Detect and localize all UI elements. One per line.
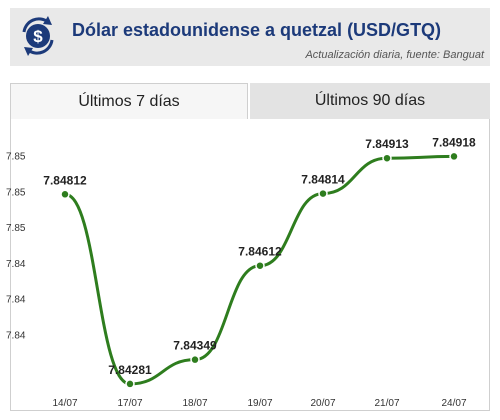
x-tick-label: 19/07 bbox=[247, 398, 272, 409]
data-label: 7.84814 bbox=[301, 173, 345, 187]
data-label: 7.84913 bbox=[365, 137, 409, 151]
page-title: Dólar estadounidense a quetzal (USD/GTQ) bbox=[72, 20, 442, 40]
series-line bbox=[64, 154, 455, 386]
data-label: 7.84812 bbox=[43, 173, 87, 187]
tab-last-7-days[interactable]: Últimos 7 días bbox=[10, 83, 248, 119]
y-tick-label: 7.85 bbox=[6, 152, 26, 163]
data-point bbox=[125, 379, 135, 389]
page-subtitle: Actualización diaria, fuente: Banguat bbox=[305, 49, 484, 61]
header: $ Dólar estadounidense a quetzal (USD/GT… bbox=[10, 8, 490, 66]
data-point bbox=[60, 189, 70, 200]
data-label: 7.84612 bbox=[238, 245, 282, 259]
x-tick-label: 21/07 bbox=[374, 398, 399, 409]
data-point bbox=[318, 188, 328, 199]
y-tick-label: 7.85 bbox=[6, 223, 26, 234]
data-point bbox=[449, 151, 459, 162]
x-tick-label: 17/07 bbox=[117, 398, 142, 409]
data-point bbox=[382, 153, 392, 163]
svg-text:$: $ bbox=[33, 27, 43, 46]
x-tick-label: 20/07 bbox=[310, 398, 335, 409]
x-tick-label: 18/07 bbox=[182, 398, 207, 409]
data-point bbox=[255, 260, 265, 271]
y-tick-label: 7.84 bbox=[6, 295, 26, 306]
tab-last-90-days[interactable]: Últimos 90 días bbox=[250, 83, 490, 119]
data-label: 7.84918 bbox=[432, 135, 476, 149]
dollar-exchange-icon: $ bbox=[22, 16, 54, 56]
data-label: 7.84281 bbox=[108, 363, 152, 377]
y-tick-label: 7.85 bbox=[6, 187, 26, 198]
x-tick-label: 14/07 bbox=[52, 398, 77, 409]
y-tick-label: 7.84 bbox=[6, 330, 26, 341]
y-tick-label: 7.84 bbox=[6, 259, 26, 270]
data-label: 7.84349 bbox=[173, 339, 217, 353]
chart-panel bbox=[10, 119, 490, 411]
tab-bar: Últimos 7 días Últimos 90 días bbox=[10, 83, 490, 119]
data-point bbox=[190, 354, 200, 365]
x-tick-label: 24/07 bbox=[441, 398, 466, 409]
